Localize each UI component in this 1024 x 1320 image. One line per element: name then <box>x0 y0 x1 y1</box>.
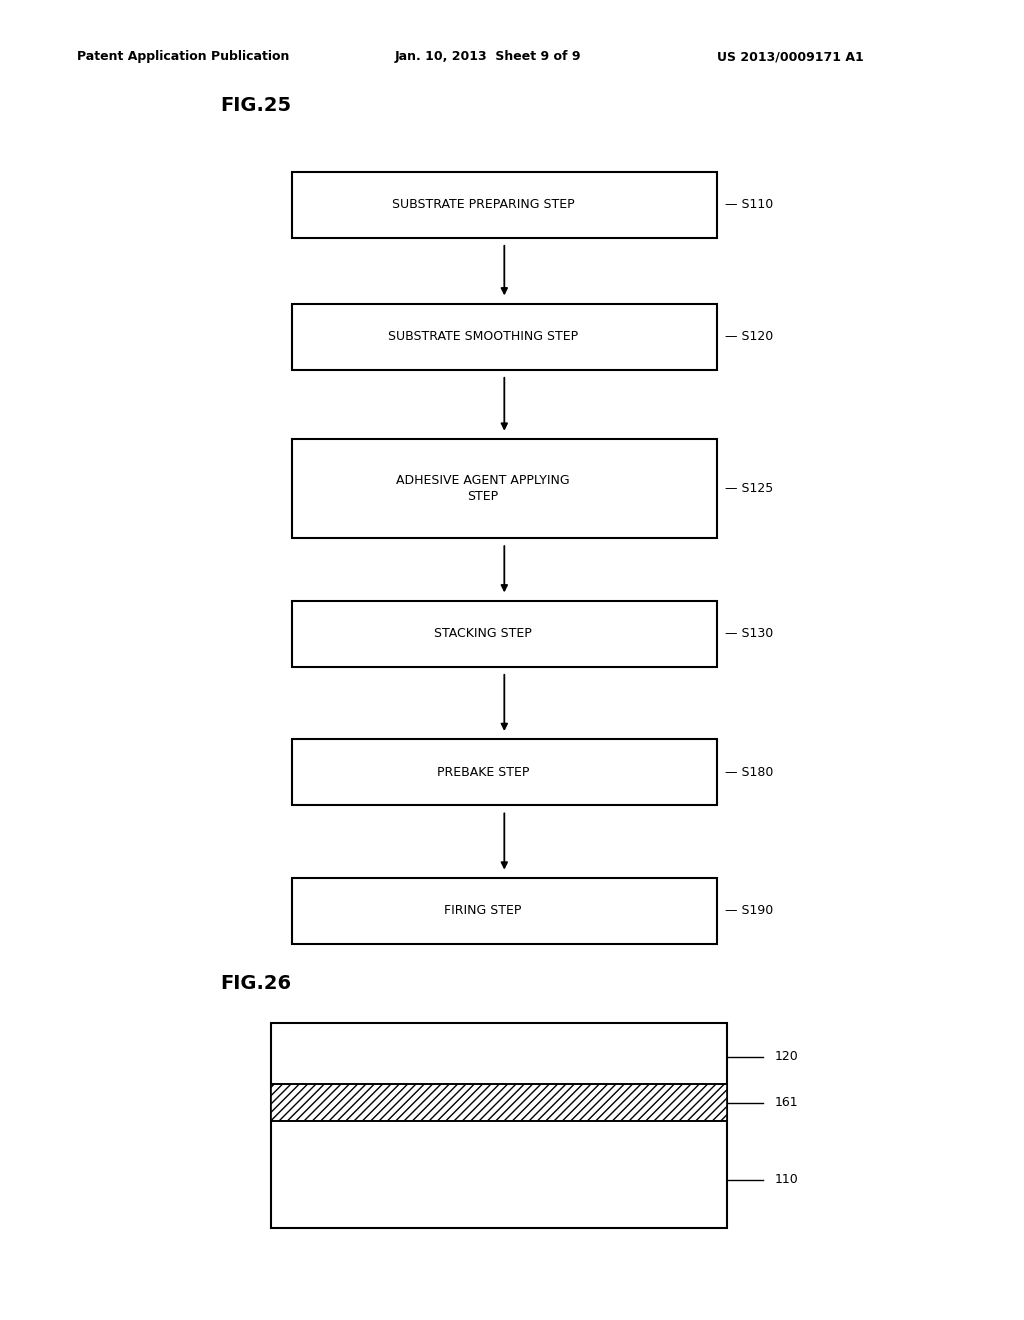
Text: STACKING STEP: STACKING STEP <box>434 627 531 640</box>
Text: ADHESIVE AGENT APPLYING
STEP: ADHESIVE AGENT APPLYING STEP <box>396 474 570 503</box>
Text: — S190: — S190 <box>725 904 773 917</box>
Bar <box>292 601 717 667</box>
Text: — S120: — S120 <box>725 330 773 343</box>
Text: PREBAKE STEP: PREBAKE STEP <box>437 766 529 779</box>
Text: — S110: — S110 <box>725 198 773 211</box>
Text: Patent Application Publication: Patent Application Publication <box>77 50 289 63</box>
Text: US 2013/0009171 A1: US 2013/0009171 A1 <box>717 50 863 63</box>
Text: FIG.26: FIG.26 <box>220 974 291 993</box>
Bar <box>271 1085 727 1121</box>
Text: — S130: — S130 <box>725 627 773 640</box>
Text: 120: 120 <box>775 1051 799 1063</box>
Bar <box>292 172 717 238</box>
Text: 161: 161 <box>775 1097 799 1109</box>
Text: FIG.25: FIG.25 <box>220 96 291 115</box>
Bar <box>292 878 717 944</box>
Bar <box>292 304 717 370</box>
Bar <box>271 1023 727 1228</box>
Text: — S125: — S125 <box>725 482 773 495</box>
Bar <box>292 739 717 805</box>
Text: — S180: — S180 <box>725 766 773 779</box>
Text: SUBSTRATE PREPARING STEP: SUBSTRATE PREPARING STEP <box>392 198 574 211</box>
Text: SUBSTRATE SMOOTHING STEP: SUBSTRATE SMOOTHING STEP <box>388 330 579 343</box>
Text: Jan. 10, 2013  Sheet 9 of 9: Jan. 10, 2013 Sheet 9 of 9 <box>394 50 581 63</box>
Bar <box>292 438 717 539</box>
Text: FIRING STEP: FIRING STEP <box>444 904 522 917</box>
Text: 110: 110 <box>775 1173 799 1187</box>
